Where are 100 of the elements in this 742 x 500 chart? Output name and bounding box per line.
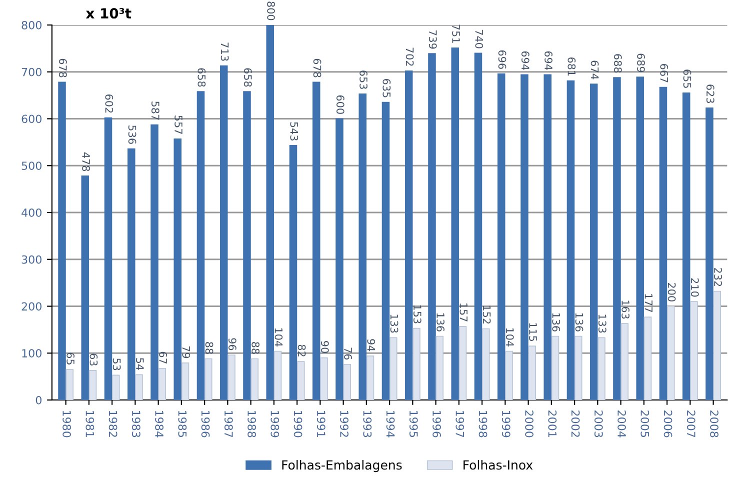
data-label: 136 <box>575 313 584 332</box>
data-label: 54 <box>136 358 144 370</box>
data-label: 63 <box>90 354 98 366</box>
y-tick-label: 200 <box>22 302 42 311</box>
bar <box>636 76 644 400</box>
data-label: 694 <box>544 51 552 70</box>
data-label: 623 <box>706 84 714 103</box>
bar <box>127 148 136 400</box>
bar <box>713 290 721 400</box>
bar <box>289 145 298 400</box>
data-label: 210 <box>690 278 699 297</box>
data-label: 674 <box>590 60 599 80</box>
data-label: 88 <box>205 342 214 354</box>
bar <box>566 80 575 400</box>
x-tick-label: 1984 <box>155 410 164 438</box>
x-tick-label: 2004 <box>618 410 626 438</box>
bar <box>250 358 259 400</box>
data-label: 602 <box>105 94 114 113</box>
x-tick-label: 1985 <box>178 410 187 438</box>
x-tick-label: 1991 <box>316 410 326 437</box>
data-label: 587 <box>151 102 160 120</box>
data-label: 96 <box>228 338 236 350</box>
bar <box>706 108 714 400</box>
bar <box>551 336 560 400</box>
bar <box>482 328 490 400</box>
data-label: 136 <box>436 313 444 332</box>
bar <box>296 361 305 400</box>
bar <box>150 124 158 400</box>
data-label: 635 <box>382 79 391 98</box>
data-label: 658 <box>244 68 252 87</box>
data-label: 67 <box>159 352 167 364</box>
data-label: 658 <box>198 68 206 87</box>
data-label: 79 <box>182 346 190 358</box>
y-tick-label: 500 <box>22 162 42 170</box>
x-tick-label: 1994 <box>386 410 395 438</box>
x-tick-label: 2003 <box>594 410 603 438</box>
data-label: 104 <box>506 328 514 346</box>
bar <box>613 77 621 400</box>
data-label: 536 <box>128 126 136 144</box>
bar <box>181 362 190 400</box>
bar <box>497 73 506 400</box>
x-tick-label: 1997 <box>456 410 464 438</box>
data-label: 713 <box>220 42 229 61</box>
bar <box>243 91 251 400</box>
x-tick-label: 1995 <box>409 410 418 438</box>
bar <box>404 70 413 400</box>
bar <box>666 306 675 400</box>
data-label: 152 <box>482 306 491 324</box>
bar <box>104 117 112 400</box>
data-label: 478 <box>82 152 90 172</box>
data-label: 740 <box>475 30 484 48</box>
y-tick-label: 100 <box>22 349 42 358</box>
bar <box>620 323 628 400</box>
y-tick-label: 700 <box>22 68 42 76</box>
x-tick-label: 1989 <box>270 410 280 438</box>
bar <box>505 350 513 400</box>
data-label: 678 <box>58 58 67 78</box>
bar <box>220 65 228 400</box>
x-tick-label: 2001 <box>548 410 557 437</box>
x-tick-label: 2000 <box>525 410 534 438</box>
bar <box>598 337 606 400</box>
bar <box>58 82 66 400</box>
legend-label: Folhas-Inox <box>464 460 533 470</box>
bar <box>428 53 436 400</box>
bar <box>682 92 690 400</box>
data-label: 800 <box>267 2 275 20</box>
bar <box>382 102 390 400</box>
x-tick-label: 2002 <box>571 410 580 437</box>
x-tick-label: 1993 <box>363 410 372 438</box>
x-tick-label: 1986 <box>201 410 210 438</box>
bar <box>112 374 120 400</box>
bar <box>196 91 205 400</box>
data-label: 694 <box>521 51 530 70</box>
bar <box>88 370 97 400</box>
data-label: 76 <box>344 348 352 360</box>
bar <box>644 316 652 400</box>
y-tick-label: 600 <box>22 114 42 124</box>
bar <box>81 176 90 400</box>
x-tick-label: 1996 <box>432 410 441 438</box>
data-label: 667 <box>660 64 668 82</box>
data-label: 689 <box>637 54 645 72</box>
bar <box>574 336 582 400</box>
bar <box>312 82 320 400</box>
data-label: 600 <box>336 95 344 114</box>
data-label: 115 <box>529 323 537 342</box>
x-tick-label: 1999 <box>502 410 510 438</box>
x-tick-label: 1988 <box>248 410 256 438</box>
bar <box>274 350 282 400</box>
bar <box>458 326 467 400</box>
data-label: 90 <box>320 341 329 353</box>
y-tick-label: 400 <box>22 208 42 217</box>
bar <box>358 93 366 400</box>
x-tick-label: 1992 <box>340 410 348 437</box>
x-tick-label: 1981 <box>86 410 94 437</box>
x-tick-label: 1990 <box>294 410 302 438</box>
data-label: 543 <box>290 122 298 140</box>
data-label: 739 <box>428 30 437 49</box>
x-tick-label: 1983 <box>132 410 140 438</box>
bar <box>690 301 698 400</box>
data-label: 65 <box>66 352 74 364</box>
